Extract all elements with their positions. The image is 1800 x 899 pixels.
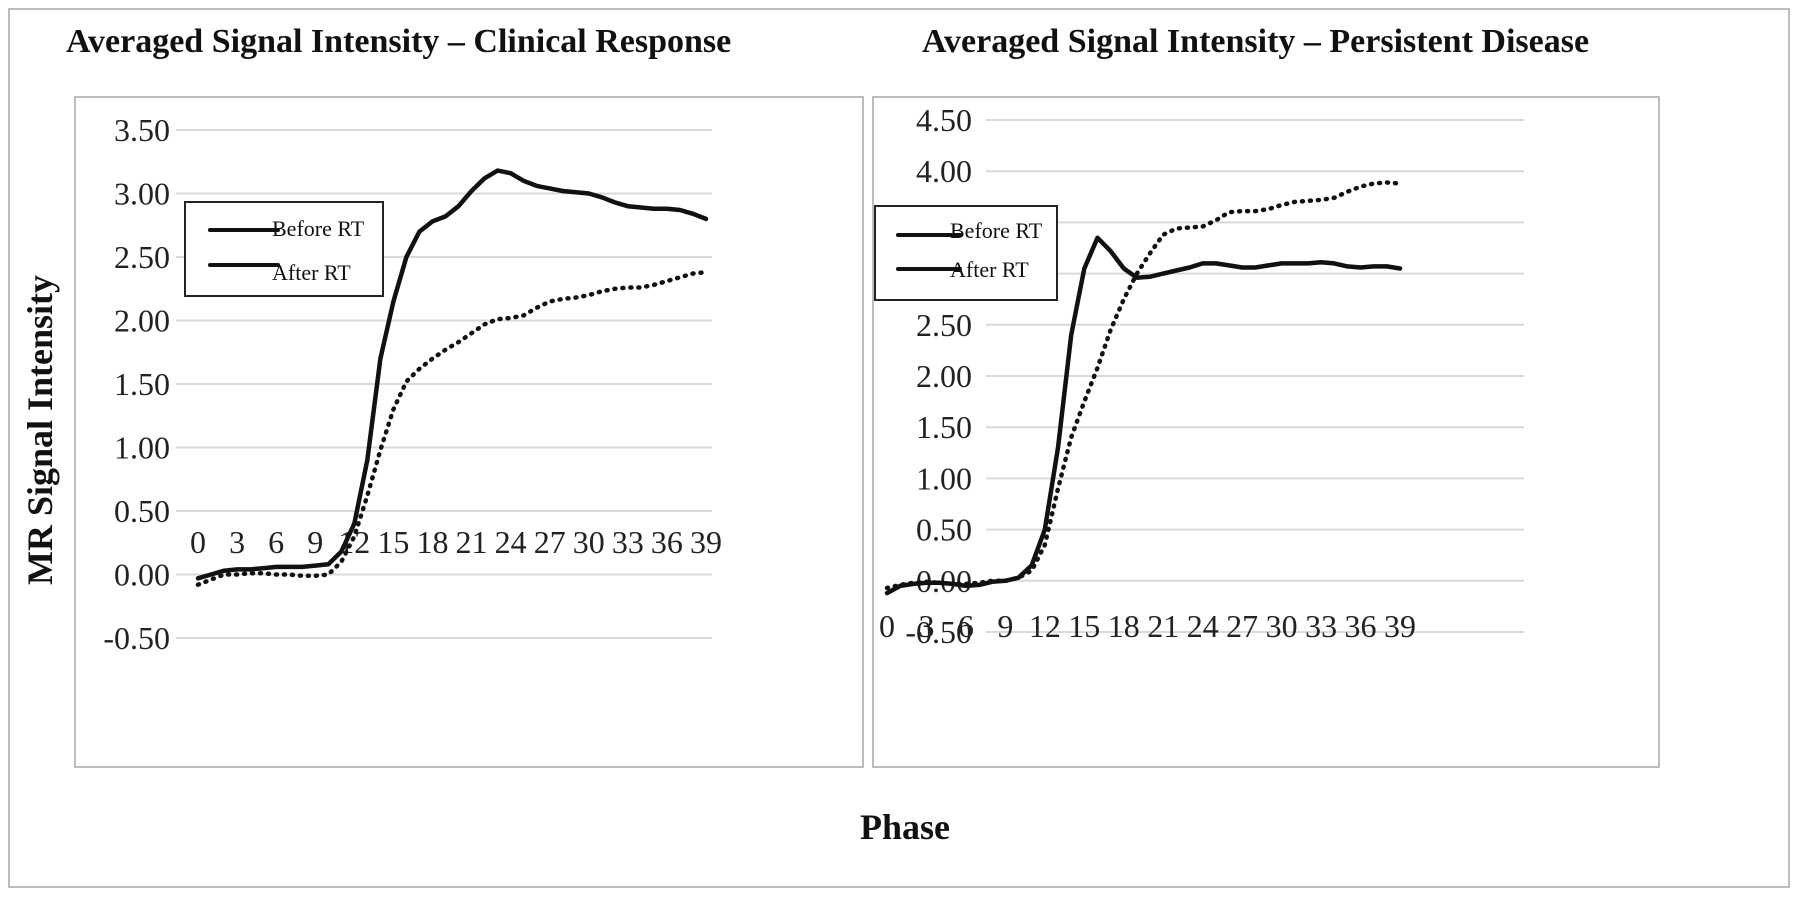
persistent-disease-x-tick-label: 9: [997, 608, 1013, 644]
persistent-disease-series-before-rt-line: [884, 235, 1403, 596]
clinical-response-y-tick-label: 2.00: [114, 303, 170, 339]
plot-panel-clinical-response: -0.50 0.00 0.50 1.00 1.50 2.00 2.50 3.00 3.50 0 3 6…: [74, 96, 864, 768]
persistent-disease-x-tick-label: 39: [1384, 608, 1416, 644]
clinical-response-x-tick-label: 21: [456, 524, 488, 560]
clinical-response-y-tick-label: 0.50: [114, 493, 170, 529]
clinical-response-series-before-rt-line: [195, 168, 709, 581]
clinical-response-x-tick-label: 39: [690, 524, 722, 560]
legend-swatch-before-rt: [208, 228, 280, 232]
y-axis-label: MR Signal Intensity: [20, 274, 60, 586]
persistent-disease-y-tick-label: 4.50: [916, 102, 972, 138]
clinical-response-x-tick-label: 12: [338, 524, 370, 560]
legend-label-after-rt: After RT: [950, 257, 1029, 282]
persistent-disease-y-tick-label: 0.50: [916, 512, 972, 548]
persistent-disease-x-tick-label: 6: [958, 608, 974, 644]
clinical-response-x-tick-label: 9: [307, 524, 323, 560]
persistent-disease-x-tick-label: 15: [1068, 608, 1100, 644]
legend-entry-before-rt: Before RT: [186, 215, 382, 245]
clinical-response-x-tick-label: 33: [612, 524, 644, 560]
chart-clinical-response: -0.500.000.501.001.502.002.503.003.500 3 6…: [103, 112, 722, 656]
clinical-response-y-tick-label: -0.50: [103, 620, 170, 656]
clinical-response-x-tick-label: 24: [495, 524, 527, 560]
persistent-disease-y-tick-label: 1.50: [916, 409, 972, 445]
persistent-disease-y-tick-label: 2.00: [916, 358, 972, 394]
clinical-response-after-rt-point: [704, 270, 708, 274]
clinical-response-y-tick-label: 3.50: [114, 112, 170, 148]
clinical-response-y-tick-label: 3.00: [114, 176, 170, 212]
clinical-response-x-tick-label: 27: [534, 524, 566, 560]
chart-title-persistent-disease: Averaged Signal Intensity – Persistent D…: [922, 23, 1590, 60]
persistent-disease-y-tick-label: 4.00: [916, 153, 972, 189]
clinical-response-x-tick-label: 0: [190, 524, 206, 560]
clinical-response-x-tick-label: 6: [268, 524, 284, 560]
legend-entry-after-rt: After RT: [186, 255, 382, 285]
plot-panel-persistent-disease: -0.500.000.501.001.502.002.503.003.504.0…: [872, 96, 1660, 768]
legend-entry-after-rt: After RT: [876, 255, 1056, 285]
clinical-response-y-tick-label: 1.50: [114, 366, 170, 402]
legend-clinical-response: Before RT After RT: [184, 201, 384, 297]
clinical-response-x-tick-label: 15: [377, 524, 409, 560]
chart-title-clinical-response: Averaged Signal Intensity – Clinical Res…: [66, 23, 732, 60]
clinical-response-y-tick-label: 1.00: [114, 430, 170, 466]
persistent-disease-x-tick-label: 12: [1029, 608, 1061, 644]
clinical-response-y-tick-label: 0.00: [114, 557, 170, 593]
legend-entry-before-rt: Before RT: [876, 217, 1056, 247]
persistent-disease-y-tick-label: -0.50: [905, 614, 972, 650]
persistent-disease-x-tick-label: 24: [1187, 608, 1219, 644]
clinical-response-y-tick-label: 2.50: [114, 239, 170, 275]
legend-persistent-disease: Before RT After RT: [874, 205, 1058, 301]
clinical-response-x-tick-label: 30: [573, 524, 605, 560]
legend-swatch-after-rt: [208, 263, 280, 267]
persistent-disease-x-tick-label: 3: [918, 608, 934, 644]
persistent-disease-x-tick-label: 33: [1305, 608, 1337, 644]
persistent-disease-after-rt-point: [1398, 182, 1402, 186]
persistent-disease-x-tick-label: 0: [879, 608, 895, 644]
persistent-disease-x-tick-label: 18: [1108, 608, 1140, 644]
clinical-response-x-tick-label: 3: [229, 524, 245, 560]
clinical-response-series-after-rt-line: [195, 269, 709, 587]
persistent-disease-series-after-rt-line: [884, 180, 1403, 591]
legend-label-after-rt: After RT: [272, 260, 351, 285]
persistent-disease-x-tick-label: 36: [1345, 608, 1377, 644]
legend-label-before-rt: Before RT: [950, 218, 1043, 243]
x-axis-label: Phase: [860, 807, 950, 847]
persistent-disease-x-tick-label: 27: [1226, 608, 1258, 644]
chart-persistent-disease: -0.500.000.501.001.502.002.503.003.504.0…: [879, 102, 1524, 650]
persistent-disease-x-tick-label: 21: [1147, 608, 1179, 644]
legend-label-before-rt: Before RT: [272, 216, 365, 241]
clinical-response-x-tick-label: 18: [416, 524, 448, 560]
persistent-disease-y-tick-label: 1.00: [916, 460, 972, 496]
legend-swatch-before-rt: [896, 233, 962, 237]
persistent-disease-x-tick-label: 30: [1266, 608, 1298, 644]
persistent-disease-y-tick-label: 2.50: [916, 307, 972, 343]
clinical-response-x-tick-label: 36: [651, 524, 683, 560]
legend-swatch-after-rt: [896, 267, 962, 271]
